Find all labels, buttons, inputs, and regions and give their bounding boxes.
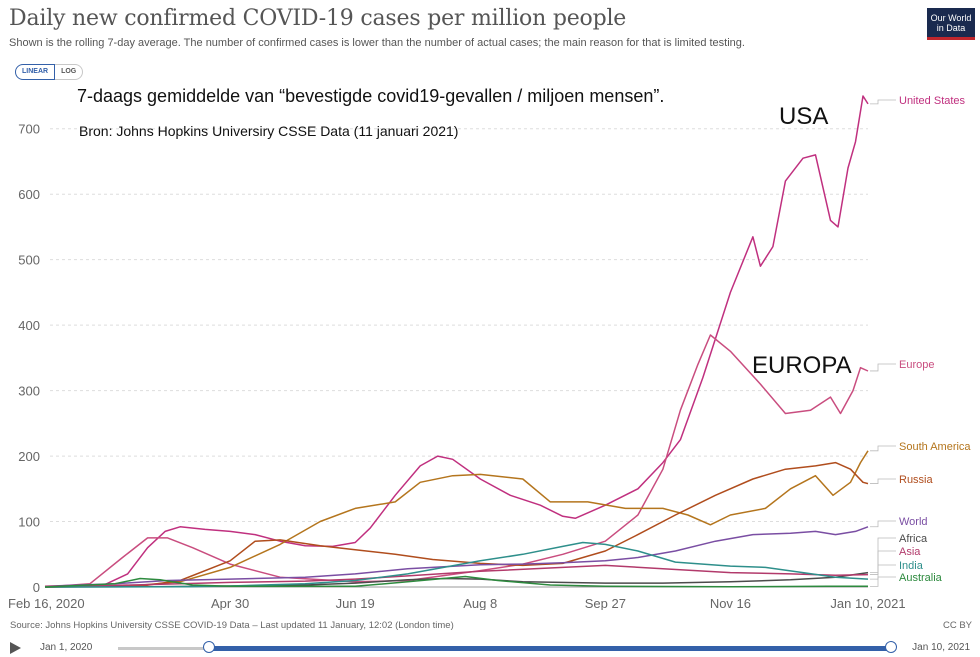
y-tick-label-0: 0 (33, 580, 40, 595)
source-note[interactable]: Source: Johns Hopkins University CSSE CO… (10, 620, 454, 631)
y-tick-label-700: 700 (18, 122, 40, 137)
series-line-1 (44, 334, 869, 588)
y-axis-ticks: 0 100 200 300 400 500 600 700 (18, 122, 40, 595)
linear-scale-button[interactable]: LINEAR (15, 64, 56, 80)
timeline-end-label: Jan 10, 2021 (912, 642, 970, 653)
series-connector-8 (870, 576, 896, 587)
y-tick-label-100: 100 (18, 515, 40, 530)
license-label[interactable]: CC BY (942, 620, 972, 631)
series-connector-7 (870, 564, 896, 580)
europa-annotation: EUROPA (752, 352, 852, 379)
grid-lines (45, 128, 868, 588)
play-icon[interactable] (10, 642, 21, 654)
line-chart: 0 100 200 300 400 500 600 700 Feb 16, 2020 Apr 3… (8, 95, 971, 610)
timeline-end-handle[interactable] (885, 641, 897, 653)
y-tick-label-500: 500 (18, 253, 40, 268)
x-tick-label-3: Aug 8 (463, 596, 497, 610)
dutch-title-annotation: 7-daags gemiddelde van “bevestigde covid… (77, 86, 665, 106)
series-connector-4 (870, 520, 896, 528)
x-tick-label-2: Jun 19 (336, 596, 375, 610)
x-axis-ticks: Feb 16, 2020 Apr 30 Jun 19 Aug 8 Sep 27 Nov 1… (8, 596, 906, 610)
timeline: Jan 1, 2020 Jan 10, 2021 (0, 636, 980, 657)
dutch-source-annotation: Bron: Johns Hopkins Universiry CSSE Data… (79, 123, 459, 139)
chart-subtitle: Shown is the rolling 7-day average. The … (9, 37, 745, 49)
x-tick-label-5: Nov 16 (710, 596, 751, 610)
usa-annotation: USA (779, 103, 829, 130)
series-connector-0 (870, 99, 896, 105)
series-label-5: Africa (899, 533, 928, 545)
logo-line2: in Data (936, 23, 966, 33)
series-connector-1 (870, 363, 896, 372)
series-line-3 (44, 461, 869, 588)
series-labels: United States Europe South America Russia Wo… (870, 95, 971, 587)
series-connector-6 (870, 550, 896, 575)
timeline-start-handle[interactable] (203, 641, 215, 653)
series-line-8 (44, 575, 868, 588)
series-line-6 (44, 564, 869, 588)
series-label-7: India (899, 560, 924, 572)
series-label-2: South America (899, 441, 971, 453)
owid-logo[interactable]: Our World in Data (927, 8, 975, 40)
series-connector-2 (870, 445, 896, 452)
timeline-start-label: Jan 1, 2020 (40, 642, 93, 653)
x-tick-label-4: Sep 27 (585, 596, 626, 610)
y-tick-label-300: 300 (18, 384, 40, 399)
series-label-6: Asia (899, 546, 921, 558)
series-line-7 (44, 541, 869, 588)
series-line-0 (44, 95, 869, 588)
x-tick-label-1: Apr 30 (211, 596, 249, 610)
series-line-4 (44, 526, 869, 588)
logo-line1: Our World (930, 13, 972, 23)
series-label-0: United States (899, 95, 966, 107)
x-tick-label-6: Jan 10, 2021 (830, 596, 905, 610)
series-label-8: Australia (899, 572, 943, 584)
series-label-3: Russia (899, 474, 934, 486)
log-scale-button[interactable]: LOG (55, 64, 84, 80)
scale-toggle: LINEAR LOG (15, 64, 84, 80)
x-tick-label-0: Feb 16, 2020 (8, 596, 85, 610)
series-connector-3 (870, 478, 896, 484)
y-tick-label-600: 600 (18, 187, 40, 202)
series-connector-5 (870, 537, 896, 573)
chart-title: Daily new confirmed COVID-19 cases per m… (9, 6, 627, 31)
timeline-selected-range (210, 646, 892, 651)
y-tick-label-200: 200 (18, 449, 40, 464)
series-label-1: Europe (899, 359, 934, 371)
series-label-4: World (899, 516, 928, 528)
y-tick-label-400: 400 (18, 318, 40, 333)
series-lines (44, 95, 869, 588)
